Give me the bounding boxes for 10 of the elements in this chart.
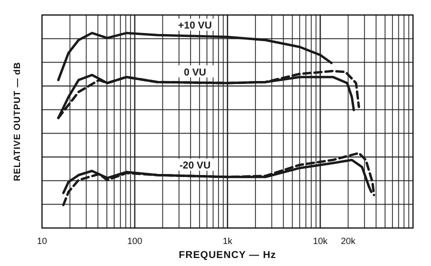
x-tick-label: 100 <box>127 236 142 246</box>
x-tick-label: 1k <box>222 236 233 246</box>
series-label: -20 VU <box>179 160 211 172</box>
y-axis-title: RELATIVE OUTPUT — dB <box>12 62 22 182</box>
series-label: 0 VU <box>184 67 206 78</box>
x-axis-title: FREQUENCY — Hz <box>178 250 276 261</box>
x-tick-label: 20k <box>340 236 356 246</box>
x-tick-label: 10 <box>36 236 48 246</box>
series-label: +10 VU <box>178 20 212 32</box>
x-tick-label: 10k <box>312 236 328 246</box>
